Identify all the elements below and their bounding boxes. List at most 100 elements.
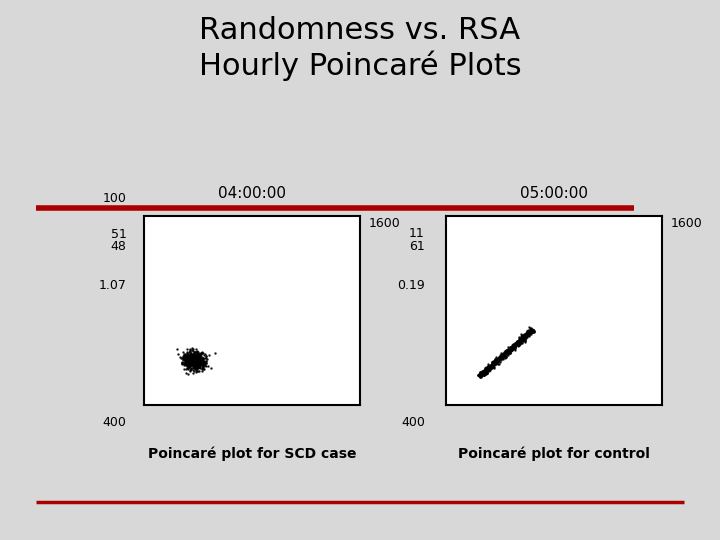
Point: [189, 357, 201, 366]
Point: [481, 366, 492, 374]
Point: [509, 341, 521, 349]
Point: [501, 349, 513, 357]
Point: [490, 358, 501, 367]
Point: [183, 348, 194, 357]
Point: [196, 355, 207, 364]
Point: [192, 362, 204, 370]
Point: [189, 360, 201, 369]
Point: [182, 363, 194, 372]
Point: [181, 359, 192, 368]
Text: 05:00:00: 05:00:00: [521, 186, 588, 201]
Point: [492, 355, 503, 363]
Point: [183, 362, 194, 371]
Point: [475, 372, 487, 380]
Point: [507, 344, 518, 353]
Point: [192, 354, 203, 363]
Point: [187, 355, 199, 363]
Point: [182, 355, 194, 364]
Point: [487, 359, 498, 368]
Point: [193, 359, 204, 368]
Point: [509, 341, 521, 350]
Point: [196, 352, 207, 360]
Point: [185, 356, 197, 364]
Point: [487, 357, 499, 366]
Point: [187, 359, 199, 368]
Point: [497, 354, 508, 362]
Point: [196, 360, 207, 368]
Point: [519, 336, 531, 345]
Point: [521, 331, 532, 340]
Point: [512, 339, 523, 347]
Point: [481, 365, 492, 374]
Point: [509, 342, 521, 351]
Point: [473, 370, 485, 379]
Point: [491, 358, 503, 367]
Point: [185, 351, 197, 360]
Point: [184, 354, 196, 363]
Point: [197, 357, 209, 366]
Point: [499, 352, 510, 360]
Point: [197, 355, 209, 363]
Point: [184, 361, 195, 369]
Point: [186, 361, 198, 369]
Point: [519, 332, 531, 341]
Point: [188, 354, 199, 362]
Point: [516, 335, 527, 343]
Point: [493, 353, 505, 362]
Point: [194, 354, 205, 362]
Point: [519, 332, 531, 341]
Point: [517, 335, 528, 344]
Point: [506, 345, 518, 354]
Point: [480, 363, 491, 372]
Point: [192, 353, 204, 362]
Point: [181, 354, 192, 362]
Point: [500, 349, 512, 357]
Text: 400: 400: [103, 416, 127, 429]
Point: [518, 334, 530, 342]
Point: [190, 365, 202, 374]
Point: [521, 330, 533, 339]
Point: [475, 369, 487, 377]
Point: [521, 330, 532, 339]
Point: [504, 348, 516, 357]
Point: [184, 352, 196, 360]
Point: [526, 326, 537, 335]
Point: [189, 362, 200, 370]
Point: [516, 336, 528, 345]
Point: [186, 354, 198, 362]
Point: [488, 364, 500, 373]
Point: [495, 352, 507, 360]
Point: [197, 354, 208, 362]
Point: [488, 359, 500, 368]
Point: [510, 342, 521, 351]
Point: [210, 348, 221, 357]
Point: [194, 359, 205, 368]
Point: [189, 356, 200, 365]
Point: [472, 371, 484, 380]
Point: [181, 354, 192, 363]
Point: [482, 364, 494, 373]
Point: [189, 359, 201, 368]
Point: [180, 353, 192, 362]
Point: [523, 327, 535, 335]
Point: [516, 335, 527, 344]
Point: [191, 364, 202, 373]
Point: [477, 368, 488, 376]
Point: [182, 369, 194, 378]
Point: [494, 350, 505, 359]
Point: [181, 354, 193, 362]
Point: [186, 356, 198, 364]
Point: [184, 356, 196, 365]
Point: [487, 361, 499, 369]
Point: [192, 359, 203, 367]
Point: [493, 354, 505, 362]
Point: [477, 366, 489, 375]
Point: [515, 337, 526, 346]
Point: [189, 359, 200, 367]
Point: [513, 339, 525, 347]
Point: [520, 330, 531, 339]
Point: [489, 360, 500, 368]
Point: [474, 370, 485, 379]
Point: [492, 357, 503, 366]
Point: [482, 363, 494, 372]
